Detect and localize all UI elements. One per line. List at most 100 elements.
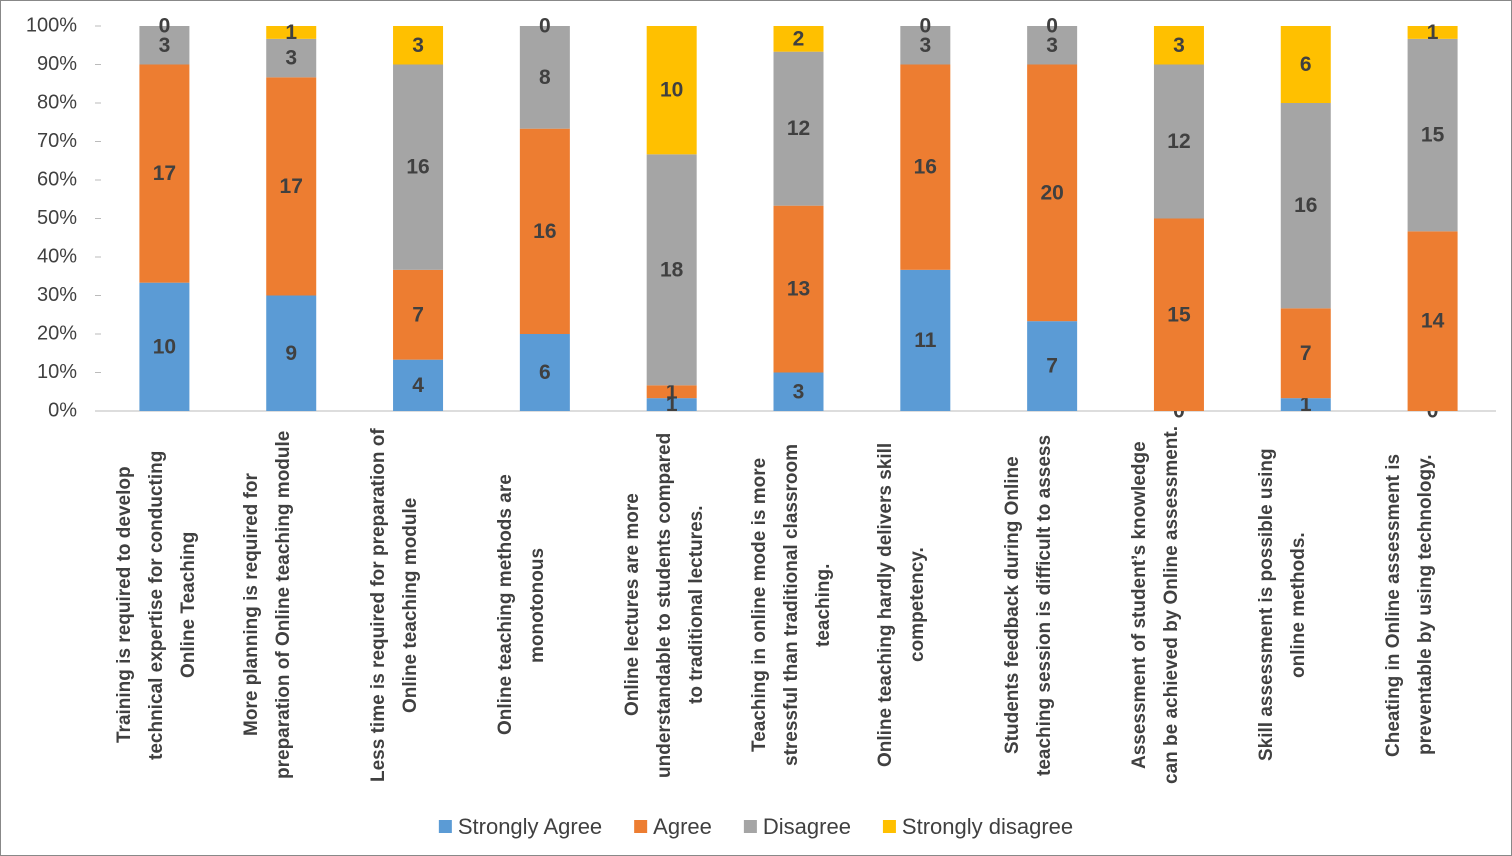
data-label: 11 bbox=[914, 329, 937, 352]
data-label: 15 bbox=[1421, 124, 1445, 147]
x-tick-label: Assessment of student’s knowledge can be… bbox=[1128, 426, 1182, 784]
y-tick-label: 20% bbox=[37, 322, 77, 344]
data-label: 4 bbox=[412, 374, 424, 397]
data-label: 20 bbox=[1040, 181, 1063, 204]
data-label: 3 bbox=[919, 34, 931, 57]
x-tick-label: Online teaching hardly delivers skill co… bbox=[875, 442, 929, 768]
bar-segment bbox=[266, 295, 317, 411]
legend-swatch bbox=[743, 820, 757, 833]
data-label: 9 bbox=[285, 342, 297, 365]
bar-segment bbox=[646, 26, 697, 155]
bar-segment bbox=[1280, 398, 1331, 411]
bar-segment bbox=[266, 26, 317, 39]
x-tick-label: Students feedback during Online teaching… bbox=[1002, 434, 1056, 776]
legend-swatch bbox=[438, 820, 452, 833]
bar-segment bbox=[1027, 321, 1078, 411]
y-tick-label: 70% bbox=[37, 130, 77, 152]
x-tick-label: Less time is required for preparation of… bbox=[368, 428, 422, 782]
data-label: 3 bbox=[285, 47, 297, 70]
data-label: 7 bbox=[1300, 342, 1312, 365]
bar-segment bbox=[900, 64, 951, 270]
data-label: 17 bbox=[153, 162, 176, 185]
y-tick-label: 40% bbox=[37, 245, 77, 267]
data-label: 0 bbox=[539, 15, 551, 38]
bar-segment bbox=[1153, 218, 1204, 411]
data-label: 15 bbox=[1167, 303, 1191, 326]
bar-segment bbox=[900, 269, 951, 411]
bar-segment bbox=[1027, 26, 1078, 65]
y-tick-label: 60% bbox=[37, 168, 77, 190]
data-label: 16 bbox=[1294, 194, 1317, 217]
data-label: 1 bbox=[1427, 21, 1439, 44]
legend-swatch bbox=[634, 820, 648, 833]
legend-label: Strongly disagree bbox=[902, 814, 1073, 839]
data-label: 0 bbox=[159, 15, 171, 38]
data-label: 16 bbox=[533, 220, 556, 243]
bar-segment bbox=[266, 38, 317, 78]
bar-segment bbox=[646, 398, 697, 411]
bar-segment bbox=[773, 205, 824, 373]
x-tick-label: Teaching in online mode is more stressfu… bbox=[748, 443, 834, 767]
bar-segment bbox=[900, 26, 951, 65]
data-label: 18 bbox=[660, 258, 684, 281]
data-label: 6 bbox=[1300, 53, 1312, 76]
legend-label: Disagree bbox=[763, 814, 851, 839]
data-label: 2 bbox=[793, 27, 805, 50]
x-tick-label: Online teaching methods are monotonous bbox=[494, 474, 548, 736]
x-tick-label: Online lectures are more understandable … bbox=[621, 432, 707, 778]
data-label: 3 bbox=[1173, 34, 1185, 57]
bar-segment bbox=[1407, 231, 1458, 411]
bar-segment bbox=[266, 77, 317, 296]
data-label: 3 bbox=[412, 34, 424, 57]
data-label: 1 bbox=[285, 21, 297, 44]
bar-segment bbox=[773, 372, 824, 411]
data-label: 16 bbox=[914, 156, 937, 179]
x-tick-label: More planning is required for preparatio… bbox=[241, 430, 295, 780]
bar-segment bbox=[1280, 308, 1331, 399]
data-label: 12 bbox=[787, 117, 810, 140]
data-label: 0 bbox=[1046, 15, 1058, 38]
y-tick-label: 50% bbox=[37, 207, 77, 229]
bar-segment bbox=[1027, 64, 1078, 322]
bar-segment bbox=[393, 64, 444, 270]
legend-swatch bbox=[882, 820, 896, 833]
data-label: 16 bbox=[406, 156, 429, 179]
data-label: 3 bbox=[1046, 34, 1058, 57]
bar-segment bbox=[519, 26, 570, 129]
x-tick-label: Skill assessment is possible using onlin… bbox=[1255, 448, 1309, 762]
bar-segment bbox=[1153, 26, 1204, 65]
y-tick-label: 100% bbox=[26, 14, 77, 36]
data-label: 1 bbox=[1300, 393, 1312, 416]
data-label: 8 bbox=[539, 66, 551, 89]
data-label: 14 bbox=[1421, 310, 1445, 333]
bar-segment bbox=[646, 154, 697, 386]
legend-label: Strongly Agree bbox=[458, 814, 602, 839]
bar-segment bbox=[1407, 38, 1458, 232]
bar-segment bbox=[1153, 64, 1204, 219]
legend-label: Agree bbox=[653, 814, 712, 839]
data-label: 1 bbox=[666, 380, 678, 403]
data-label: 0 bbox=[1173, 400, 1185, 423]
data-label: 0 bbox=[919, 15, 931, 38]
bar-segment bbox=[646, 385, 697, 399]
bar-segment bbox=[393, 359, 444, 411]
bar-segment bbox=[519, 128, 570, 334]
bar-segment bbox=[773, 26, 824, 52]
bar-segment bbox=[519, 334, 570, 411]
legend: Strongly Agree Agree Disagree Strongly disa… bbox=[438, 814, 1073, 839]
data-label: 3 bbox=[159, 34, 171, 57]
bar-segment bbox=[139, 64, 190, 283]
data-label: 6 bbox=[539, 361, 551, 384]
bar-segment bbox=[1280, 26, 1331, 103]
bar-segment bbox=[393, 269, 444, 360]
bar-segment bbox=[1407, 26, 1458, 39]
y-tick-label: 90% bbox=[37, 53, 77, 75]
data-label: 1 bbox=[666, 393, 678, 416]
y-tick-label: 0% bbox=[48, 399, 77, 421]
x-tick-label: Cheating in Online assessment is prevent… bbox=[1382, 453, 1436, 757]
data-label: 17 bbox=[280, 175, 303, 198]
y-tick-label: 80% bbox=[37, 91, 77, 113]
bar-segment bbox=[393, 26, 444, 65]
